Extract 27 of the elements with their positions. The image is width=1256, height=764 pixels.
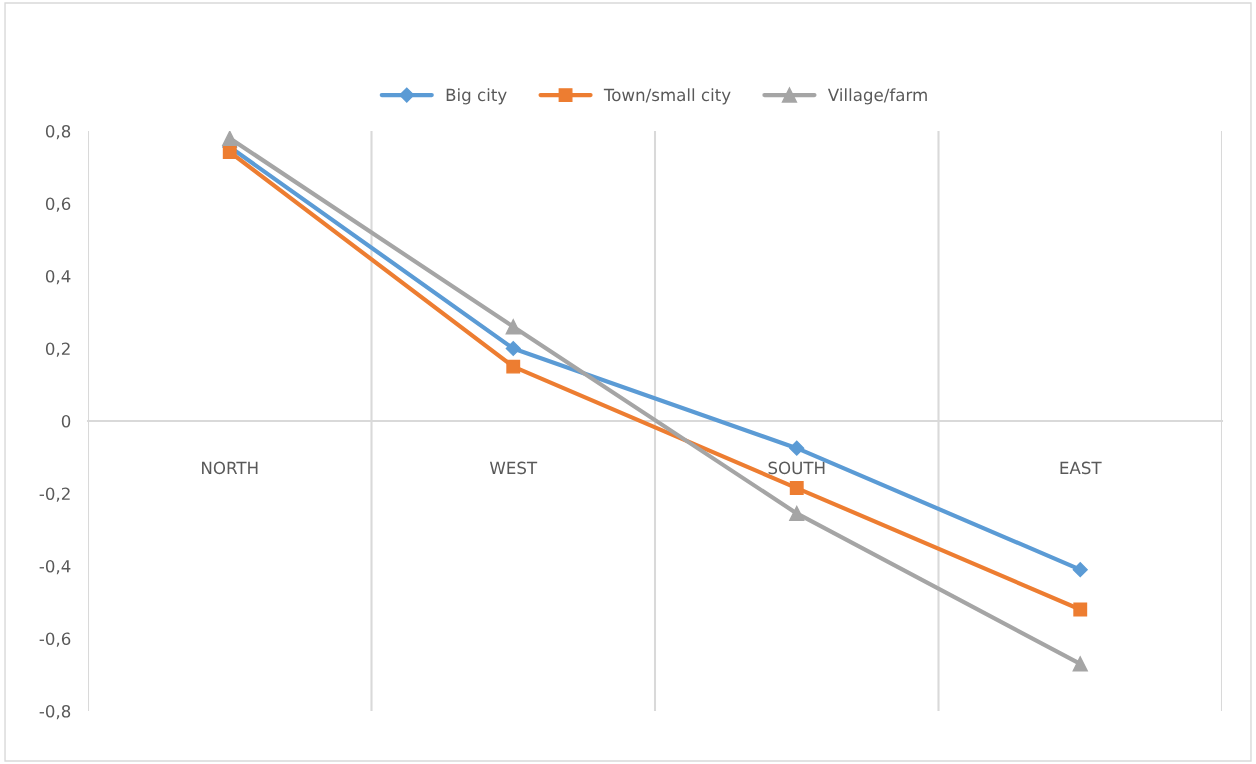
y-tick-label: -0,6: [39, 632, 71, 647]
point: [1072, 656, 1088, 672]
x-tick-label: WEST: [489, 461, 538, 475]
legend-label: Big city: [446, 88, 507, 105]
x-tick-label: SOUTH: [768, 461, 825, 475]
point: [789, 481, 804, 496]
legend-label: Town/small city: [603, 88, 731, 105]
point: [505, 340, 521, 357]
x-tick-label: NORTH: [202, 461, 258, 475]
y-tick-label: 0,2: [45, 342, 70, 357]
x-tick-label: EAST: [1060, 461, 1102, 475]
y-tick-label: -0,8: [39, 704, 71, 720]
y-tick-label: 0,6: [45, 197, 71, 212]
y-tick-label: 0,8: [45, 124, 71, 140]
y-tick-label: -0,4: [39, 559, 71, 575]
y-tick-label: 0,4: [45, 269, 71, 285]
point: [789, 505, 805, 522]
y-tick-label: -0,2: [39, 487, 70, 502]
point: [789, 440, 805, 456]
point: [1073, 602, 1088, 617]
y-tick-label: 0: [61, 414, 71, 428]
point: [506, 359, 521, 374]
point: [505, 319, 521, 335]
point: [222, 131, 238, 146]
point: [1072, 562, 1088, 578]
legend-label: Village/farm: [827, 88, 927, 105]
point: [222, 145, 237, 159]
